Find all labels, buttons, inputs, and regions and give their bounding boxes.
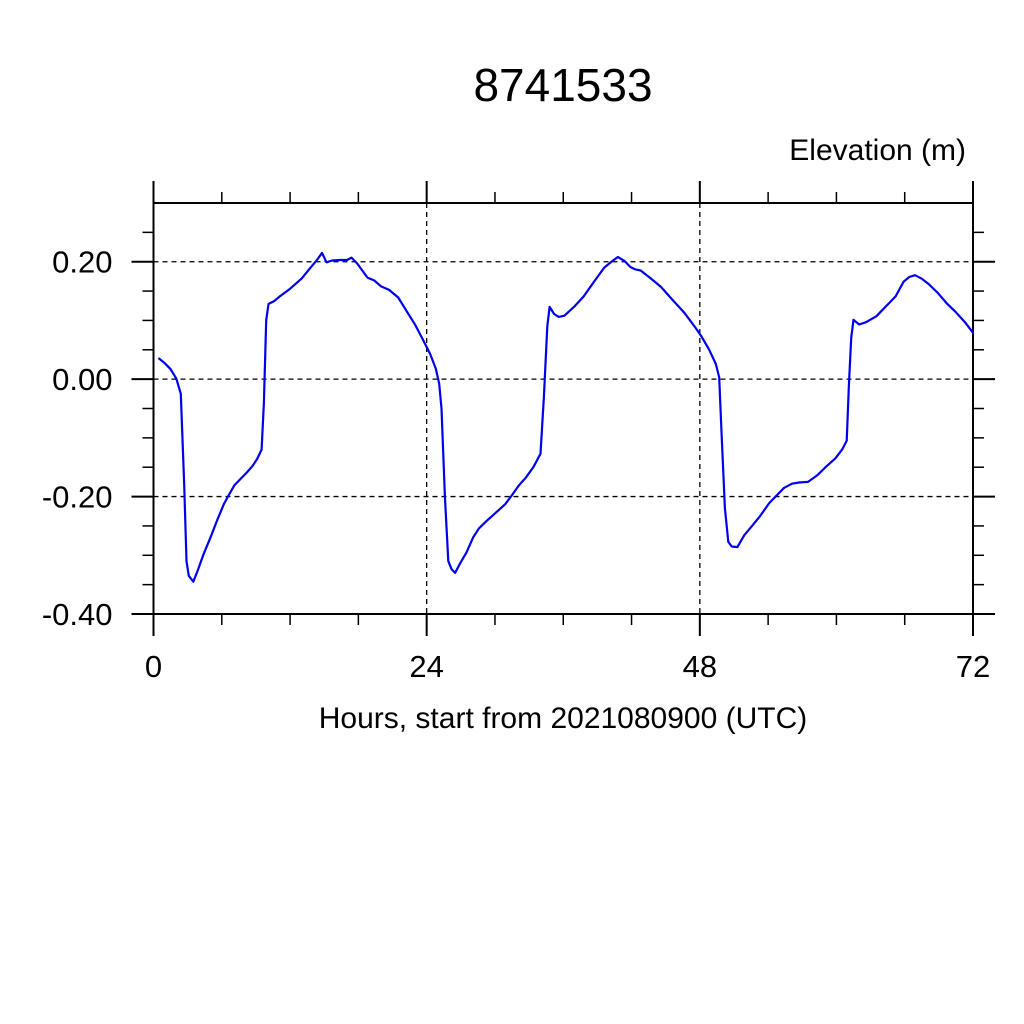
- y-tick-label: 0.00: [52, 362, 112, 397]
- y-axis-title: Elevation (m): [789, 134, 966, 167]
- x-axis-label: Hours, start from 2021080900 (UTC): [318, 702, 808, 735]
- y-tick-label: -0.20: [42, 480, 113, 515]
- x-tick-label: 72: [956, 649, 990, 684]
- x-tick-label: 24: [409, 649, 443, 684]
- tick-labels: 0 24 48 72 0.20 0.00 -0.20 -0.40: [42, 245, 990, 684]
- elevation-curve: [158, 251, 975, 583]
- gridlines: [153, 203, 973, 615]
- chart-title: 8741533: [473, 59, 653, 111]
- x-tick-label: 48: [683, 649, 717, 684]
- y-tick-label: -0.40: [42, 597, 113, 632]
- tick-marks: [131, 181, 995, 636]
- plot-frame: [152, 202, 974, 615]
- y-tick-label: 0.20: [52, 245, 112, 280]
- x-tick-label: 0: [145, 649, 162, 684]
